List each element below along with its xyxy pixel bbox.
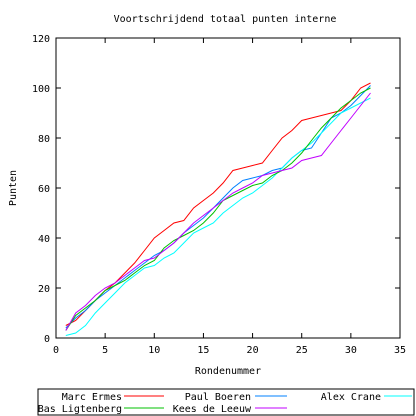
x-tick-label: 25 xyxy=(296,345,308,356)
series-lines xyxy=(65,82,371,336)
legend-label: Marc Ermes xyxy=(62,392,122,403)
x-tick-label: 35 xyxy=(394,345,406,356)
series-line-kees-de-leeuw xyxy=(65,92,371,331)
y-tick-label: 60 xyxy=(38,184,50,195)
x-tick-label: 30 xyxy=(345,345,357,356)
tick-labels: 0 5 10 15 20 25 30 35 0 20 40 60 80 100 120 xyxy=(32,34,406,356)
y-tick-label: 100 xyxy=(32,84,50,95)
series-line-alex-crane xyxy=(65,97,371,336)
y-tick-label: 20 xyxy=(38,284,50,295)
legend-label: Paul Boeren xyxy=(185,392,251,403)
axes xyxy=(55,37,401,339)
legend-label: Alex Crane xyxy=(321,392,381,403)
x-tick-label: 20 xyxy=(247,345,259,356)
legend: Marc Ermes Paul Boeren Alex Crane Bas Ligte… xyxy=(37,388,415,416)
y-tick-label: 0 xyxy=(44,334,50,345)
x-axis-label: Rondenummer xyxy=(195,366,261,377)
x-tick-label: 10 xyxy=(148,345,160,356)
plot-frame xyxy=(55,37,401,339)
y-tick-label: 120 xyxy=(32,34,50,45)
series-line-bas-ligtenberg xyxy=(65,87,371,331)
legend-box xyxy=(37,388,415,416)
y-tick-label: 80 xyxy=(38,134,50,145)
legend-label: Bas Ligtenberg xyxy=(38,404,122,415)
y-tick-label: 40 xyxy=(38,234,50,245)
chart-title: Voortschrijdend totaal punten interne xyxy=(114,14,337,25)
x-tick-label: 0 xyxy=(53,345,59,356)
x-tick-label: 15 xyxy=(197,345,209,356)
x-tick-label: 5 xyxy=(102,345,108,356)
y-axis-label: Punten xyxy=(8,170,19,206)
legend-label: Kees de Leeuw xyxy=(173,404,252,415)
